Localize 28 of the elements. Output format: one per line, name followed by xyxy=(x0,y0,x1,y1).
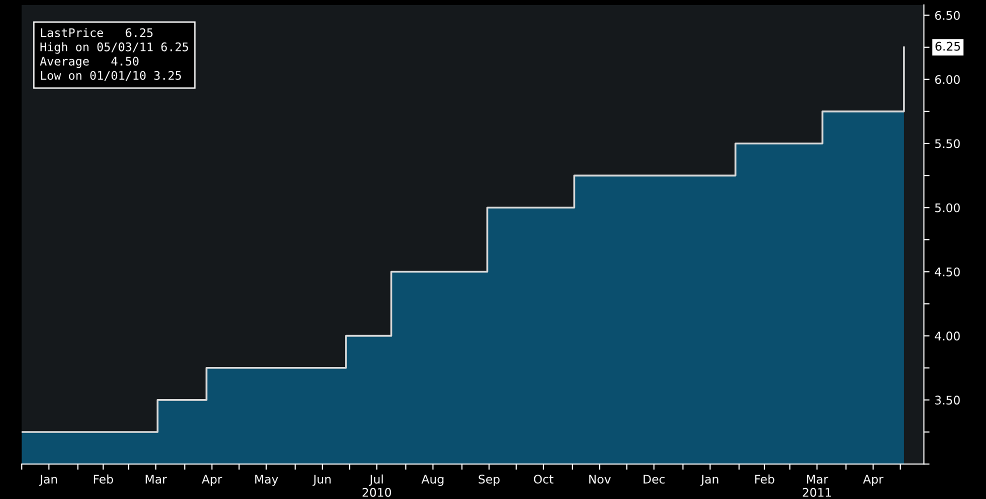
y-tick-label: 4.50 xyxy=(934,267,960,276)
annotation: High on 05/03/11 6.25 xyxy=(40,42,188,54)
x-tick-label: Nov xyxy=(589,474,611,484)
x-tick-label: Apr xyxy=(202,474,222,486)
x-tick-label: Jul 2010 xyxy=(362,474,392,497)
x-tick-label: Jun xyxy=(312,474,331,486)
x-tick-label: Aug xyxy=(421,474,444,486)
x-tick-label: Jan xyxy=(700,474,718,486)
annotation: LastPrice 6.25 xyxy=(40,28,153,38)
y-tick-label: 4.00 xyxy=(934,332,960,340)
y-tick-label: 6.00 xyxy=(935,75,960,84)
y-tick-label: 5.00 xyxy=(935,203,960,212)
x-tick-label: Feb xyxy=(755,474,774,484)
annotation: 6.25 xyxy=(936,42,960,51)
x-tick-label: Mar 2011 xyxy=(802,474,831,497)
x-tick-label: Mar xyxy=(146,474,167,484)
x-tick-label: May xyxy=(255,474,278,486)
x-tick-label: Jan xyxy=(39,474,57,486)
y-tick-label: 5.50 xyxy=(935,139,960,148)
y-tick-label: 6.50 xyxy=(935,10,960,20)
annotation: Low on 01/01/10 3.25 xyxy=(40,70,181,81)
x-tick-label: Feb xyxy=(94,474,114,484)
x-tick-label: Oct xyxy=(534,474,554,484)
x-tick-label: Dec xyxy=(644,474,665,484)
y-tick-label: 3.50 xyxy=(935,396,960,405)
x-tick-label: Apr xyxy=(863,474,884,486)
x-tick-label: Sep xyxy=(478,474,500,486)
annotation: Average 4.50 xyxy=(40,56,138,68)
